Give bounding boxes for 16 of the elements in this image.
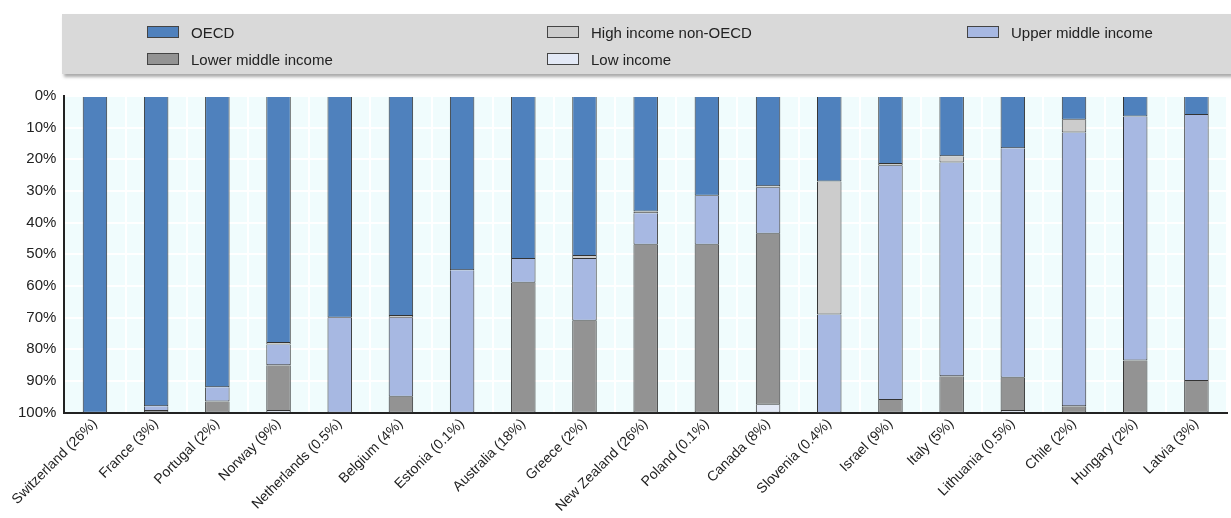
y-tick-label: 40% [26,212,57,230]
legend-label: High income non-OECD [591,23,752,41]
y-tick-label: 10% [26,117,57,135]
y-tick-label: 70% [26,307,57,325]
y-tick-label: 80% [26,339,57,357]
legend-label: Lower middle income [191,50,333,68]
y-tick-label: 30% [26,181,57,199]
y-tick-label: 20% [26,149,57,167]
y-tick-label: 90% [26,371,57,389]
y-tick-label: 50% [26,244,57,262]
legend-label: Low income [591,50,672,68]
y-tick-label: 100% [17,402,57,420]
legend-label: OECD [191,23,235,41]
y-tick-label: 60% [26,276,57,294]
y-tick-label: 0% [34,86,57,104]
legend-label: Upper middle income [1011,23,1153,41]
